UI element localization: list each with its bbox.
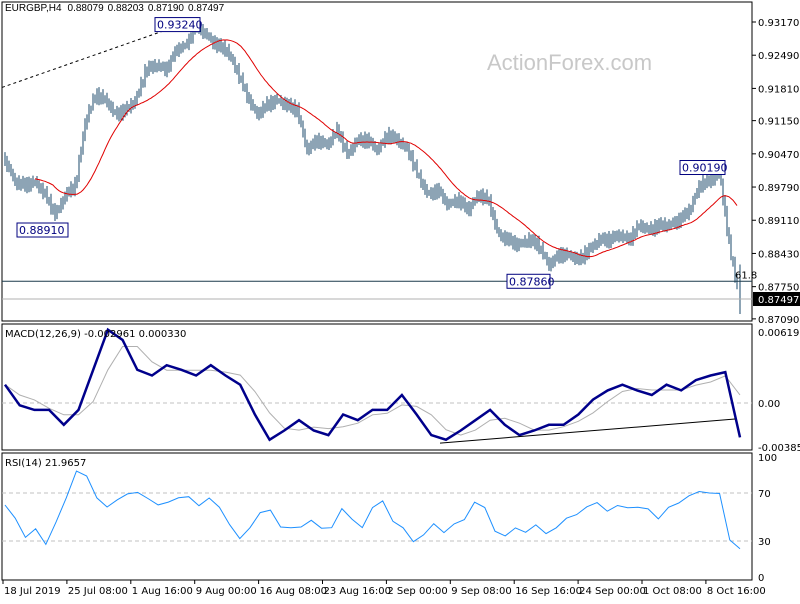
price-axis-tick: 0.91810 (758, 84, 799, 95)
macd-axis-tick: 0.00 (758, 399, 780, 410)
fib-label: 61.8 (735, 270, 757, 281)
time-axis-tick: 23 Aug 16:00 (324, 586, 391, 597)
price-annotation: 0.87860 (506, 273, 555, 289)
rsi-axis-tick: 70 (758, 489, 771, 500)
macd-line (3, 327, 742, 442)
price-annotation: 0.88910 (16, 222, 69, 238)
svg-text:0.93240: 0.93240 (157, 19, 203, 32)
price-axis-tick: 0.89790 (758, 183, 799, 194)
price-axis-tick: 0.87090 (758, 315, 799, 326)
price-header-symbol: EURGBP,H4 0.88079 0.88203 0.87190 0.87497 (5, 3, 225, 14)
price-panel (1, 1, 753, 322)
price-axis-tick: 0.93170 (758, 18, 799, 29)
macd-panel (1, 323, 753, 451)
time-axis-tick: 8 Oct 16:00 (707, 586, 766, 597)
time-axis-tick: 9 Aug 00:00 (196, 586, 257, 597)
price-axis-tick: 0.87750 (758, 283, 799, 294)
time-axis-tick: 18 Jul 2019 (4, 586, 61, 597)
macd-axis-tick: 0.006195 (758, 328, 800, 339)
macd-trendline (439, 418, 736, 444)
price-annotation: 0.90190 (679, 160, 728, 176)
price-axis-tick: 0.88430 (758, 249, 799, 260)
rsi-line (4, 470, 741, 550)
price-axis-tick: 0.90470 (758, 150, 799, 161)
time-axis-tick: 1 Oct 08:00 (643, 586, 702, 597)
price-axis-tick: 0.89110 (758, 216, 799, 227)
time-axis-tick: 16 Sep 16:00 (515, 586, 582, 597)
rsi-label: RSI(14) 21.9657 (5, 458, 86, 469)
svg-text:0.87860: 0.87860 (509, 275, 555, 288)
rsi-axis-tick: 0 (758, 573, 764, 584)
current-price-label: 0.87497 (758, 295, 799, 306)
rsi-panel (1, 452, 753, 581)
watermark: ActionForex.com (487, 50, 652, 75)
macd-signal-line (4, 346, 741, 436)
time-axis-tick: 9 Sep 08:00 (451, 586, 511, 597)
rsi-axis-tick: 30 (758, 537, 771, 548)
svg-text:0.88910: 0.88910 (19, 224, 65, 237)
time-axis-tick: 16 Aug 08:00 (260, 586, 327, 597)
time-axis-tick: 1 Aug 16:00 (132, 586, 193, 597)
svg-text:0.90190: 0.90190 (682, 162, 728, 175)
price-axis-tick: 0.91150 (758, 117, 799, 128)
time-axis-tick: 2 Sep 00:00 (387, 586, 447, 597)
macd-label: MACD(12,26,9) -0.002961 0.000330 (5, 329, 186, 340)
time-axis-tick: 24 Sep 00:00 (579, 586, 646, 597)
rsi-axis-tick: 100 (758, 453, 777, 464)
current-price-tag (753, 292, 800, 307)
price-axis-tick: 0.92490 (758, 51, 799, 62)
time-axis-tick: 25 Jul 08:00 (68, 586, 128, 597)
moving-average-line (34, 39, 738, 258)
price-annotation: 0.93240 (154, 17, 203, 33)
